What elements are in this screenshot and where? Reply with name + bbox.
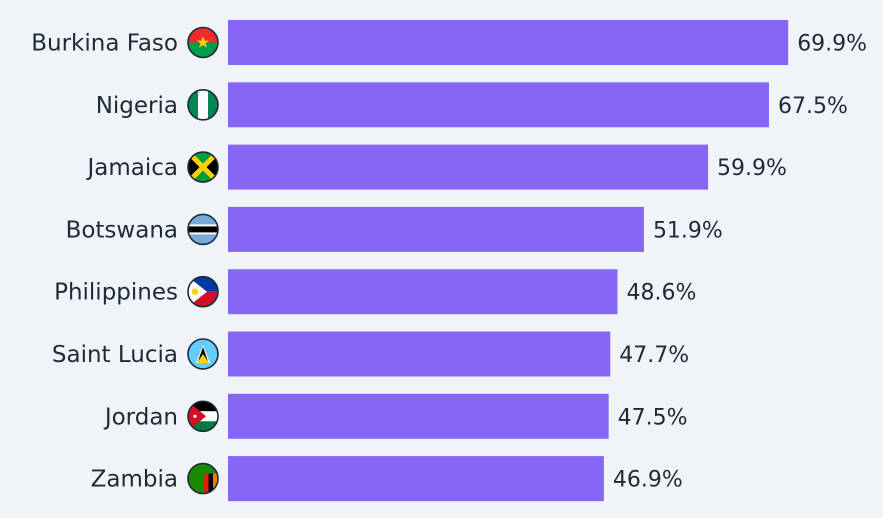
bar-burkina-faso <box>228 20 789 65</box>
nigeria-flag-icon <box>187 89 219 121</box>
zambia-flag-icon <box>187 462 219 495</box>
bar-botswana <box>228 206 644 252</box>
bar-zambia <box>228 456 604 502</box>
value-label: 47.7% <box>619 343 689 368</box>
bar-jamaica <box>228 144 709 190</box>
value-label: 67.5% <box>778 94 848 119</box>
saint-lucia-flag-icon <box>187 338 219 370</box>
value-label: 47.5% <box>618 405 688 430</box>
category-label: Burkina Faso <box>31 31 178 57</box>
burkina-faso-flag-icon <box>187 26 219 59</box>
category-label: Jamaica <box>85 155 178 181</box>
value-label: 69.9% <box>797 32 867 57</box>
category-label: Saint Lucia <box>52 342 178 368</box>
category-label: Jordan <box>103 404 178 430</box>
category-label: Nigeria <box>96 93 178 119</box>
bar-nigeria <box>228 82 769 128</box>
jordan-flag-icon <box>187 400 219 433</box>
value-label: 51.9% <box>653 218 723 243</box>
jamaica-flag-icon <box>187 151 219 183</box>
value-label: 59.9% <box>717 156 787 181</box>
value-label: 48.6% <box>626 281 696 306</box>
category-label: Zambia <box>91 467 178 493</box>
botswana-flag-icon <box>187 213 219 246</box>
category-label: Botswana <box>66 217 178 243</box>
bar-jordan <box>228 393 609 439</box>
bar-philippines <box>228 269 618 315</box>
value-label: 46.9% <box>613 468 683 493</box>
bar-saint-lucia <box>228 331 611 377</box>
category-label: Philippines <box>54 280 178 306</box>
philippines-flag-icon <box>187 275 219 308</box>
